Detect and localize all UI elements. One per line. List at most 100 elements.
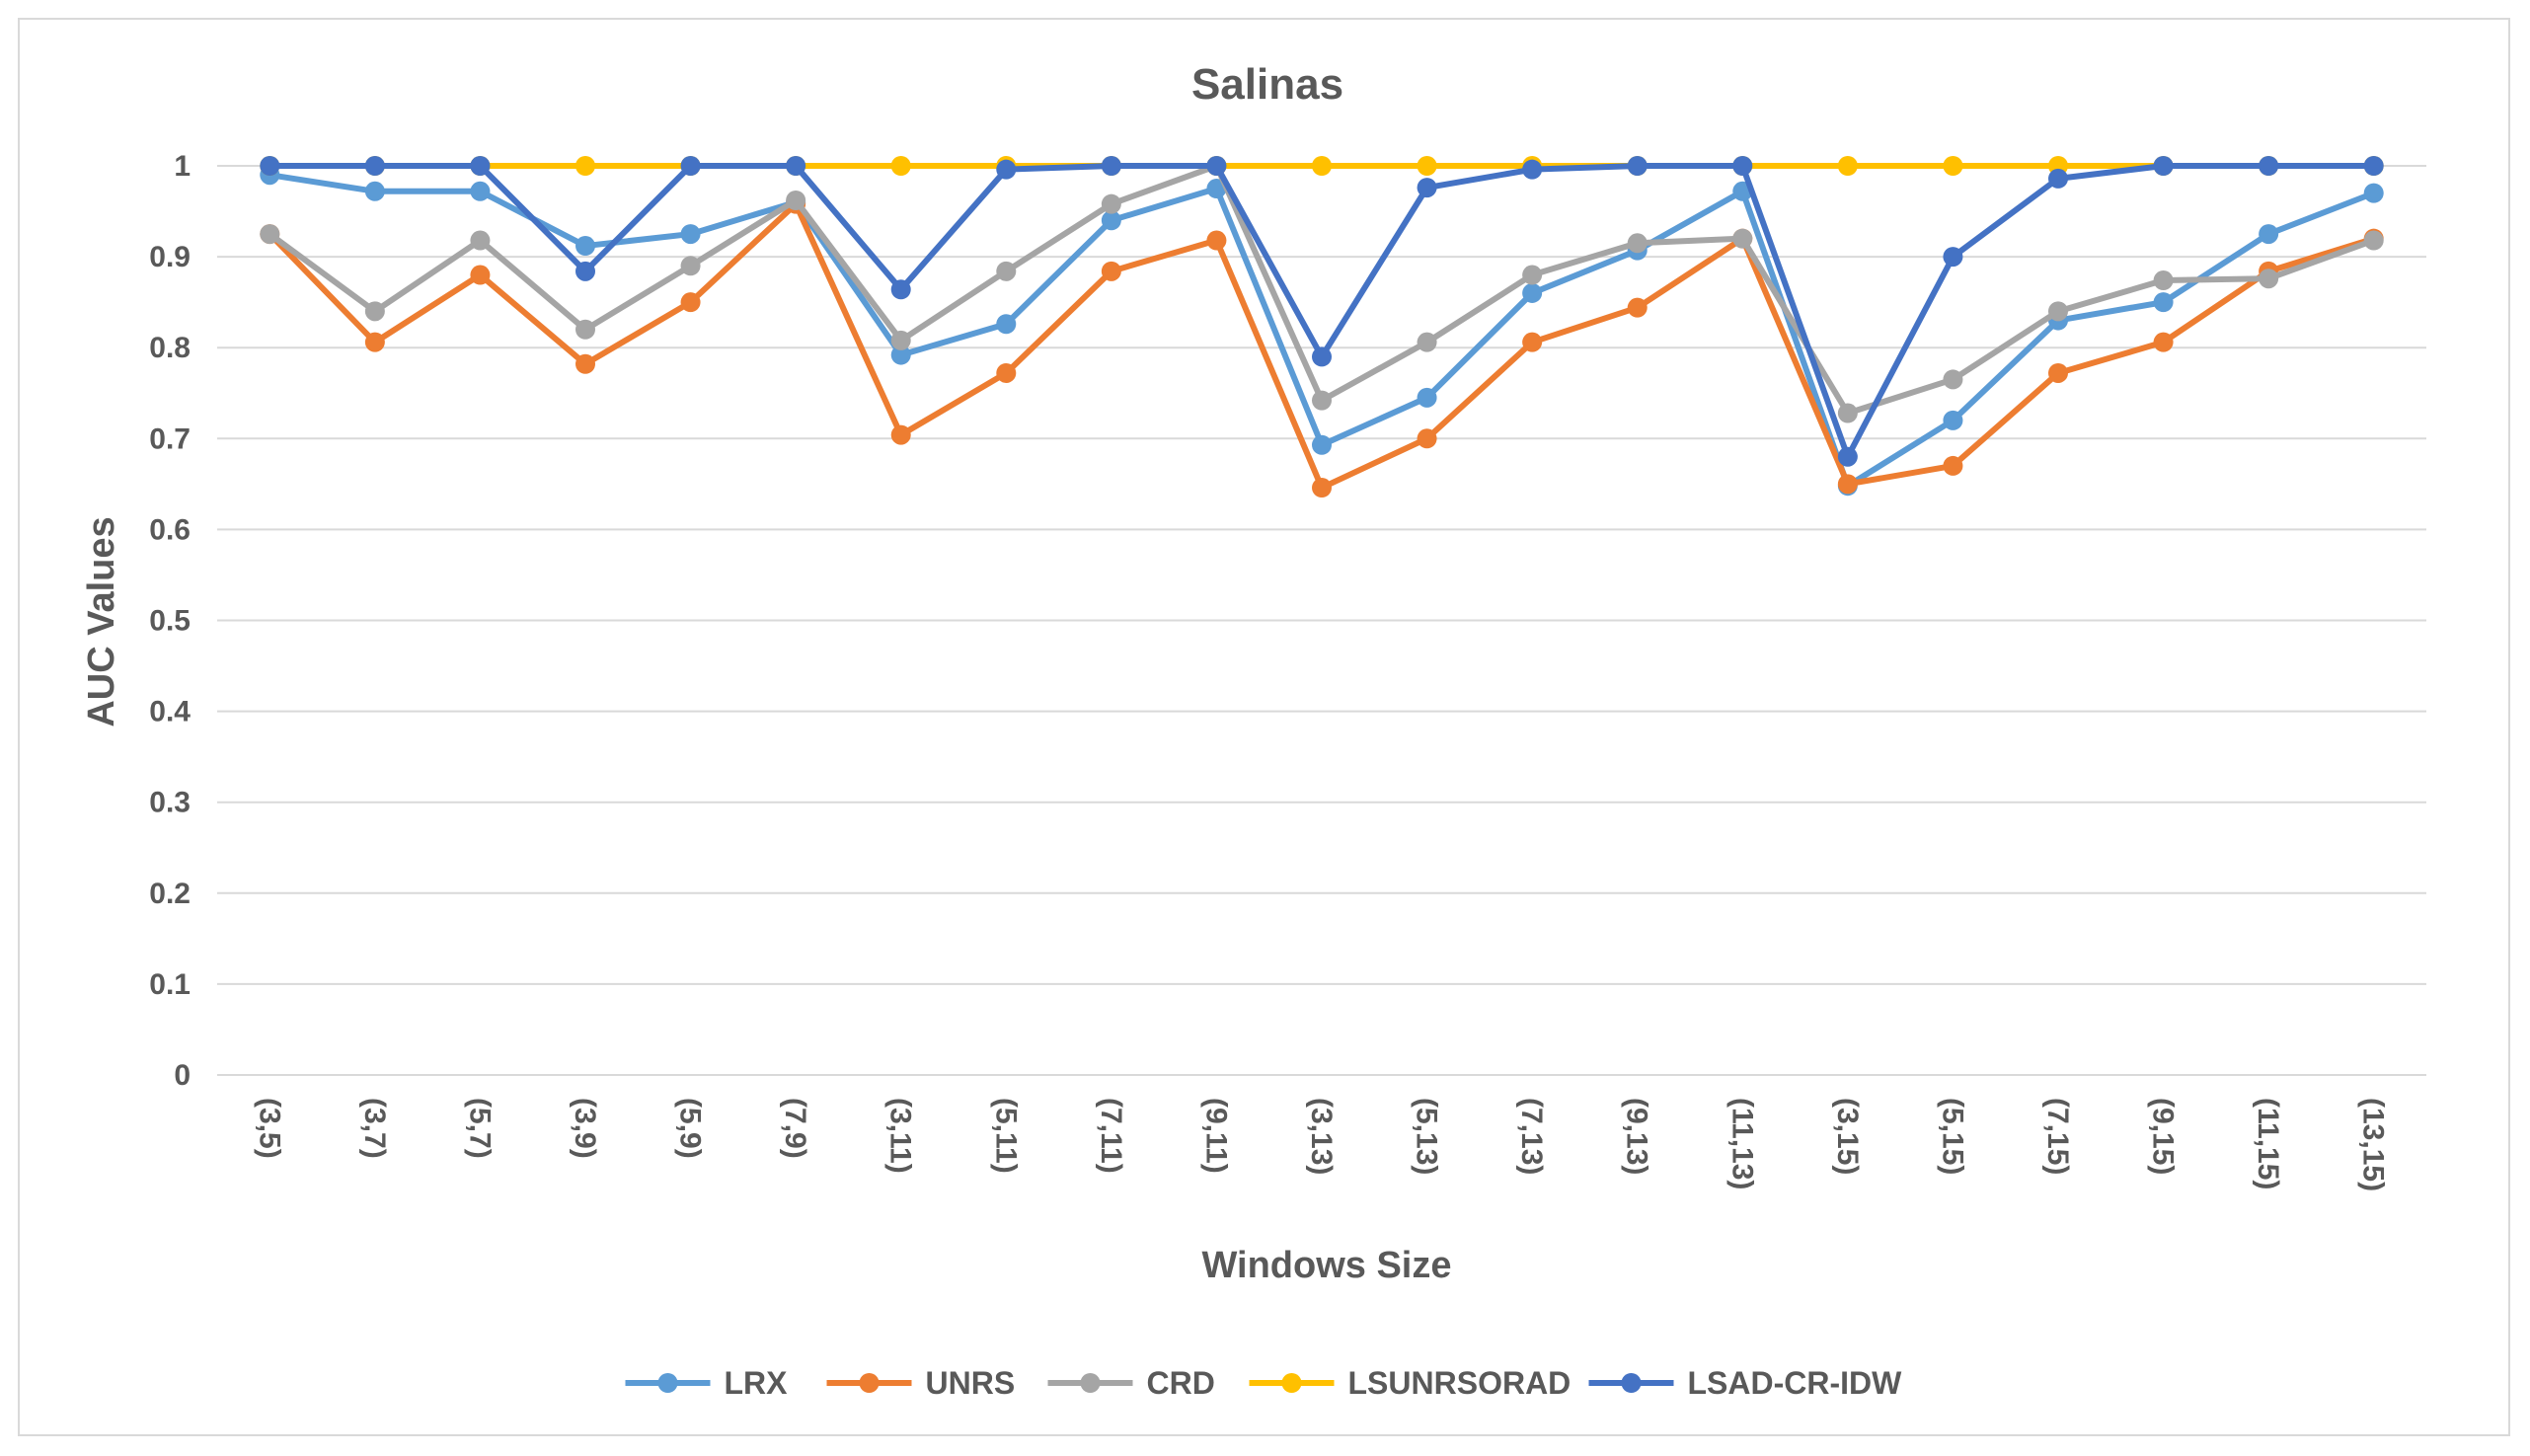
data-point bbox=[680, 224, 701, 245]
legend-item: CRD bbox=[1047, 1365, 1215, 1401]
data-point bbox=[1522, 282, 1543, 303]
data-point bbox=[890, 345, 911, 365]
data-point bbox=[1837, 156, 1858, 176]
data-point bbox=[2048, 301, 2068, 322]
data-point bbox=[470, 230, 491, 251]
data-point bbox=[680, 256, 701, 276]
data-point bbox=[1522, 332, 1543, 352]
data-point bbox=[1522, 159, 1543, 180]
data-point bbox=[890, 424, 911, 445]
legend-item: LSUNRSORAD bbox=[1249, 1365, 1572, 1401]
legend-label: LSUNRSORAD bbox=[1348, 1365, 1572, 1401]
data-point bbox=[575, 353, 595, 374]
x-tick-label: (7,11) bbox=[1095, 1098, 1127, 1174]
y-tick-label: 0.8 bbox=[149, 332, 191, 364]
data-point bbox=[2153, 292, 2174, 313]
data-point bbox=[1627, 233, 1648, 254]
data-point bbox=[1101, 261, 1121, 281]
data-point bbox=[2259, 268, 2279, 289]
data-point bbox=[1312, 478, 1332, 498]
data-point bbox=[1732, 156, 1753, 176]
data-point bbox=[680, 292, 701, 313]
x-tick-label: (5,13) bbox=[1411, 1098, 1443, 1175]
x-tick-label: (9,13) bbox=[1621, 1098, 1653, 1175]
data-point bbox=[1837, 474, 1858, 495]
x-tick-label: (11,15) bbox=[2252, 1098, 2284, 1189]
data-point bbox=[1522, 265, 1543, 285]
x-tick-label: (3,7) bbox=[358, 1098, 391, 1159]
data-point bbox=[1101, 156, 1121, 176]
x-tick-label: (5,15) bbox=[1936, 1098, 1968, 1175]
data-point bbox=[260, 156, 280, 176]
y-tick-label: 0.2 bbox=[149, 878, 191, 910]
data-point bbox=[1837, 446, 1858, 467]
data-point bbox=[2363, 183, 2384, 203]
x-tick-label: (9,11) bbox=[1199, 1098, 1232, 1174]
series-lines bbox=[260, 156, 2384, 498]
legend-swatch-marker bbox=[859, 1373, 880, 1393]
data-point bbox=[364, 301, 385, 322]
legend-swatch-marker bbox=[1281, 1373, 1302, 1393]
series-lsad-cr-idw bbox=[260, 156, 2384, 467]
data-point bbox=[364, 156, 385, 176]
data-point bbox=[1101, 210, 1121, 231]
legend-label: LRX bbox=[725, 1365, 789, 1401]
y-tick-label: 0.9 bbox=[149, 241, 191, 273]
data-point bbox=[996, 362, 1017, 383]
data-point bbox=[890, 156, 911, 176]
data-point bbox=[680, 156, 701, 176]
y-axis-title: AUC Values bbox=[81, 516, 122, 727]
x-tick-label: (3,13) bbox=[1305, 1098, 1338, 1175]
x-tick-label: (13,15) bbox=[2357, 1098, 2390, 1191]
data-point bbox=[575, 156, 595, 176]
chart-title: Salinas bbox=[1191, 60, 1343, 109]
data-point bbox=[364, 332, 385, 352]
data-point bbox=[470, 156, 491, 176]
data-point bbox=[2259, 156, 2279, 176]
data-point bbox=[996, 159, 1017, 180]
data-point bbox=[2363, 156, 2384, 176]
data-point bbox=[1943, 156, 1963, 176]
legend-item: LSAD-CR-IDW bbox=[1588, 1365, 1902, 1401]
legend-swatch-marker bbox=[1080, 1373, 1101, 1393]
legend-item: LRX bbox=[625, 1365, 789, 1401]
data-point bbox=[1101, 193, 1121, 214]
x-tick-label: (7,15) bbox=[2041, 1098, 2074, 1175]
y-axis-ticks: 0 0.1 0.2 0.3 0.4 0.5 0.6 0.7 0.8 0.9 1 bbox=[149, 150, 191, 1092]
data-point bbox=[1627, 297, 1648, 318]
y-tick-label: 0.1 bbox=[149, 968, 191, 1001]
data-point bbox=[2363, 230, 2384, 251]
data-point bbox=[1312, 346, 1332, 367]
data-point bbox=[1943, 247, 1963, 268]
data-point bbox=[1627, 156, 1648, 176]
x-tick-label: (5,9) bbox=[674, 1098, 707, 1159]
legend-swatch-marker bbox=[1621, 1373, 1642, 1393]
x-tick-label: (3,15) bbox=[1831, 1098, 1864, 1175]
x-axis-title: Windows Size bbox=[1201, 1245, 1451, 1286]
y-tick-label: 0.4 bbox=[149, 696, 191, 728]
data-point bbox=[2153, 270, 2174, 291]
x-tick-label: (3,9) bbox=[569, 1098, 601, 1159]
data-point bbox=[890, 279, 911, 300]
data-point bbox=[470, 181, 491, 201]
legend-label: CRD bbox=[1147, 1365, 1215, 1401]
data-point bbox=[1837, 403, 1858, 423]
data-point bbox=[470, 265, 491, 285]
data-point bbox=[575, 236, 595, 257]
data-point bbox=[2153, 156, 2174, 176]
data-point bbox=[1943, 369, 1963, 390]
x-tick-label: (3,11) bbox=[884, 1098, 917, 1174]
data-point bbox=[575, 319, 595, 340]
y-tick-label: 0.6 bbox=[149, 513, 191, 546]
data-point bbox=[2153, 332, 2174, 352]
data-point bbox=[260, 224, 280, 245]
data-point bbox=[1312, 156, 1332, 176]
y-tick-label: 0.3 bbox=[149, 787, 191, 819]
x-tick-label: (7,9) bbox=[779, 1098, 811, 1159]
data-point bbox=[2048, 362, 2068, 383]
legend-swatch-marker bbox=[657, 1373, 678, 1393]
data-point bbox=[1417, 332, 1437, 352]
y-tick-label: 0.5 bbox=[149, 605, 191, 638]
data-point bbox=[786, 190, 806, 210]
